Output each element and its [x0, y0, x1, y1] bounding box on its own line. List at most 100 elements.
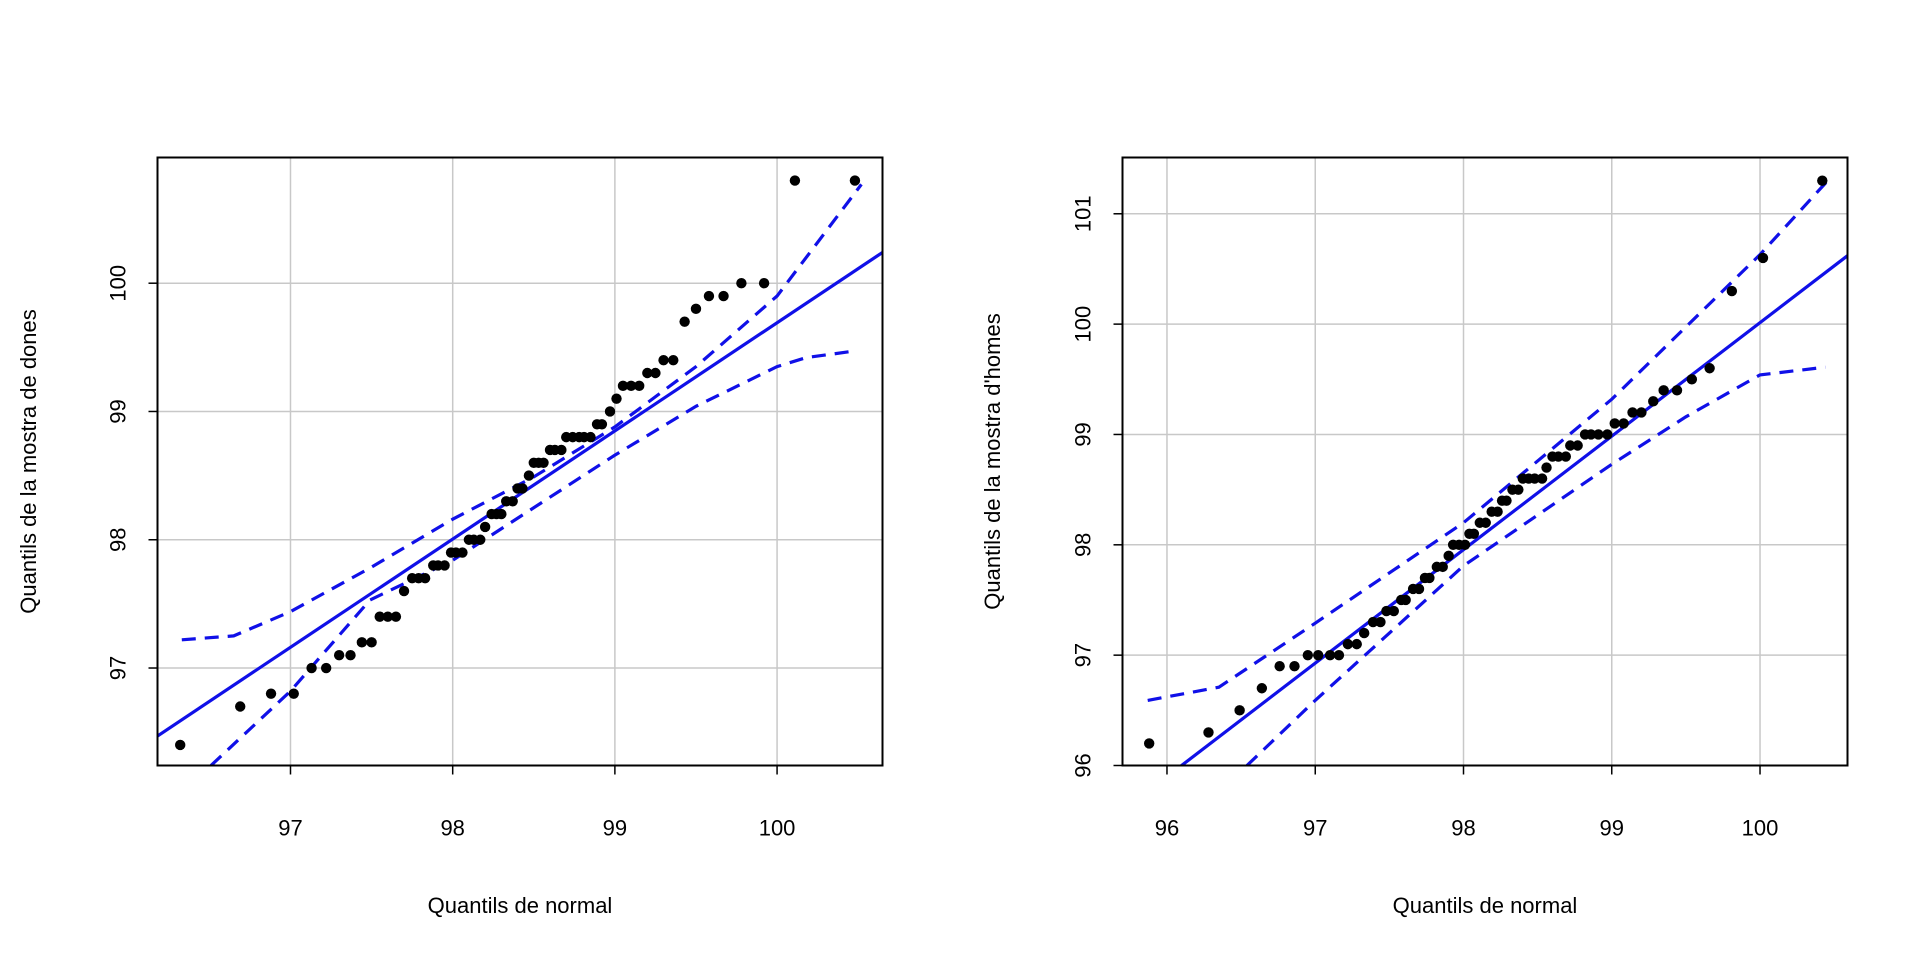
point — [556, 444, 567, 456]
reference-line — [157, 251, 883, 738]
point — [1388, 605, 1400, 617]
point — [625, 380, 637, 392]
point — [1468, 528, 1480, 539]
point — [1302, 649, 1314, 661]
point — [306, 662, 317, 674]
point — [1536, 473, 1548, 484]
point — [1658, 385, 1669, 396]
point — [849, 175, 861, 186]
point — [517, 483, 528, 494]
point — [1609, 418, 1620, 429]
point — [690, 303, 702, 315]
point — [320, 662, 332, 674]
point — [1203, 727, 1214, 738]
point — [718, 290, 729, 302]
point — [390, 611, 402, 622]
x-tick-label: 99 — [603, 815, 627, 840]
point — [345, 649, 356, 661]
y-tick-label: 100 — [105, 265, 130, 302]
confidence-band — [209, 349, 854, 766]
point — [1704, 363, 1715, 374]
point — [736, 278, 747, 289]
point — [1671, 385, 1683, 396]
point — [382, 611, 394, 622]
point — [679, 316, 690, 327]
confidence-band — [181, 183, 863, 642]
point — [1602, 429, 1613, 440]
point — [496, 508, 507, 520]
point — [1459, 539, 1471, 551]
plot-frame — [1121, 156, 1849, 767]
y-tick-label: 97 — [1070, 643, 1095, 667]
point — [789, 175, 801, 186]
point — [1400, 594, 1411, 606]
point — [356, 637, 368, 648]
point — [758, 278, 770, 289]
point — [1424, 572, 1435, 584]
point — [650, 367, 661, 379]
point — [1143, 738, 1155, 749]
point — [1367, 616, 1379, 628]
point — [523, 470, 535, 481]
x-tick-label: 98 — [440, 815, 464, 840]
point — [596, 419, 608, 430]
point — [1541, 462, 1552, 473]
point — [1313, 649, 1324, 661]
point — [668, 354, 679, 366]
point — [1513, 484, 1524, 495]
x-axis-title: Quantils de normal — [1393, 893, 1578, 918]
point — [1686, 374, 1698, 385]
confidence-band — [1245, 365, 1826, 766]
point — [585, 431, 596, 443]
point — [235, 701, 246, 712]
point — [611, 393, 622, 404]
point — [1413, 583, 1425, 595]
point — [398, 585, 410, 597]
point — [1817, 175, 1828, 186]
point — [1256, 683, 1268, 694]
point — [1480, 517, 1491, 528]
point — [175, 739, 186, 751]
x-tick-label: 100 — [1742, 815, 1779, 840]
plot: 97 98 99 100 97 98 99 100 Quantils de normal Quan… — [16, 156, 884, 918]
y-tick-label: 101 — [1070, 195, 1095, 232]
y-tick-label: 97 — [105, 656, 130, 680]
point — [1324, 649, 1336, 661]
point — [1726, 285, 1738, 297]
point — [1501, 495, 1512, 506]
point — [1342, 638, 1354, 650]
plot: 96 97 98 99 100 96 97 98 99 100 101 Quantils de nor… — [980, 156, 1849, 918]
point — [1375, 616, 1386, 628]
x-tick-label: 97 — [278, 815, 302, 840]
point — [703, 290, 715, 302]
point — [658, 354, 669, 366]
point — [507, 496, 518, 507]
point — [1358, 627, 1370, 639]
point — [1757, 252, 1769, 264]
point — [475, 534, 486, 545]
point — [538, 457, 549, 468]
point — [604, 406, 616, 417]
point — [1572, 440, 1583, 451]
x-axis-title: Quantils de normal — [428, 893, 613, 918]
point — [479, 521, 491, 533]
point — [1593, 429, 1604, 440]
point — [1529, 473, 1540, 484]
y-tick-label: 98 — [105, 528, 130, 552]
point — [1289, 660, 1300, 672]
point — [1636, 407, 1647, 418]
point — [1234, 705, 1245, 716]
point — [1437, 561, 1448, 573]
point — [1351, 638, 1362, 650]
point — [457, 547, 468, 558]
y-tick-label: 100 — [1070, 306, 1095, 343]
point — [1627, 407, 1638, 418]
plot-area — [157, 183, 883, 766]
reference-line — [1178, 254, 1848, 766]
y-tick-label: 96 — [1070, 753, 1095, 777]
point — [366, 637, 377, 648]
point — [617, 380, 629, 392]
point — [642, 367, 653, 379]
point — [333, 649, 345, 661]
